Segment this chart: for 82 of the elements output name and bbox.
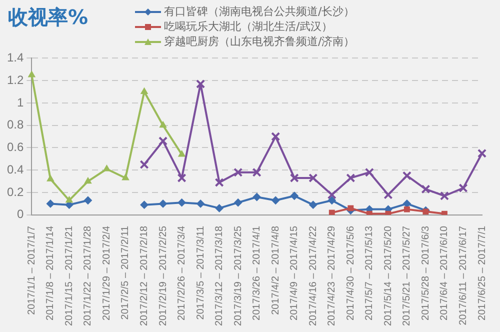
point (159, 121, 167, 128)
x-tick-label: 2017/6/25 – 2017/7/1 (476, 225, 488, 320)
point (46, 200, 54, 208)
point (328, 196, 336, 204)
chart-title: 收视率% (8, 4, 88, 31)
y-tick-label: 0.2 (6, 184, 24, 199)
point (290, 192, 298, 200)
x-tick-label: 2017/3/26 – 2017/4/1 (252, 225, 263, 320)
point (177, 173, 186, 183)
x-tick-label: 2017/2/12 – 2017/2/18 (139, 225, 150, 326)
x-tick-label: 2017/3/19 – 2017/3/25 (232, 225, 244, 326)
y-tick-label: 0.6 (6, 140, 24, 154)
x-tick-label: 2017/5/28 – 2017/6/3 (420, 225, 432, 320)
point (348, 205, 354, 212)
x-tick-label: 2017/6/4 – 2017/6/10 (439, 225, 450, 320)
point (328, 210, 335, 215)
x-tick-label: 2017/5/7 – 2017/5/13 (364, 225, 376, 320)
point (252, 168, 262, 177)
point (364, 168, 374, 177)
point (458, 184, 468, 193)
point (440, 191, 450, 200)
legend-label: 穿越吧厨房（山东电视齐鲁频道/济南） (164, 34, 355, 49)
point (66, 196, 73, 203)
y-tick-label: 1.2 (6, 72, 24, 87)
x-tick-label: 2017/3/12 – 2017/3/18 (214, 225, 226, 326)
point (196, 200, 205, 208)
point (140, 88, 148, 94)
legend-label: 有口皆碑（湖南电视台公共频道/长沙） (164, 4, 355, 19)
legend-label: 吃喝玩乐大湖北（湖北生活/武汉） (164, 19, 333, 34)
y-tick-label: 0 (16, 207, 24, 222)
point (309, 200, 318, 209)
x-tick-label: 2017/4/9 – 2017/4/15 (289, 225, 300, 320)
x-tick-label: 2017/3/5 – 2017/3/11 (195, 225, 206, 320)
point (252, 193, 261, 201)
point (214, 178, 224, 187)
x-tick-label: 2017/4/16 – 2017/4/22 (308, 225, 319, 326)
y-tick-label: 1 (16, 95, 24, 110)
point (159, 200, 168, 208)
y-tick-label: 0.4 (6, 162, 24, 176)
point (158, 136, 168, 146)
point (384, 190, 393, 200)
x-tick-label: 2017/4/30 – 2017/5/6 (345, 225, 356, 320)
point (308, 173, 318, 183)
point (28, 70, 36, 78)
point (402, 171, 412, 180)
point (103, 165, 110, 172)
x-tick-label: 2017/2/26 – 2017/3/4 (176, 225, 188, 320)
x-tick-label: 2017/6/11 – 2017/6/17 (458, 225, 469, 326)
point (404, 206, 410, 212)
point (215, 204, 224, 212)
x-tick-label: 2017/1/1 – 2017/1/7 (26, 225, 38, 315)
point (140, 200, 148, 209)
point (234, 168, 243, 177)
point (234, 198, 242, 207)
x-tick-label: 2017/1/22 – 2017/1/28 (82, 225, 94, 326)
point (196, 79, 206, 88)
y-tick-label: 0.8 (6, 118, 24, 132)
point (46, 175, 54, 182)
point (422, 208, 429, 215)
point (271, 132, 280, 142)
point (178, 150, 186, 157)
point (346, 173, 356, 183)
y-tick-label: 1.4 (6, 50, 24, 65)
x-tick-label: 2017/5/21 – 2017/5/27 (402, 225, 413, 326)
point (140, 160, 149, 170)
point (84, 196, 92, 204)
point (327, 190, 336, 200)
x-tick-label: 2017/1/15 – 2017/1/21 (64, 225, 75, 326)
x-tick-label: 2017/2/5 – 2017/2/11 (120, 225, 132, 320)
x-tick-label: 2017/1/8 – 2017/1/14 (45, 225, 56, 320)
point (290, 173, 299, 183)
point (421, 184, 430, 194)
point (84, 177, 92, 184)
x-tick-label: 2017/1/29 – 2017/2/4 (101, 225, 112, 320)
x-tick-label: 2017/2/19 – 2017/2/25 (158, 225, 169, 326)
point (477, 148, 487, 158)
x-tick-label: 2017/4/2 – 2017/4/8 (270, 225, 282, 315)
point (122, 174, 130, 180)
point (272, 196, 280, 204)
x-tick-label: 2017/4/23 – 2017/4/29 (326, 225, 338, 326)
x-tick-label: 2017/5/14 – 2017/5/20 (382, 225, 394, 326)
point (178, 198, 186, 207)
